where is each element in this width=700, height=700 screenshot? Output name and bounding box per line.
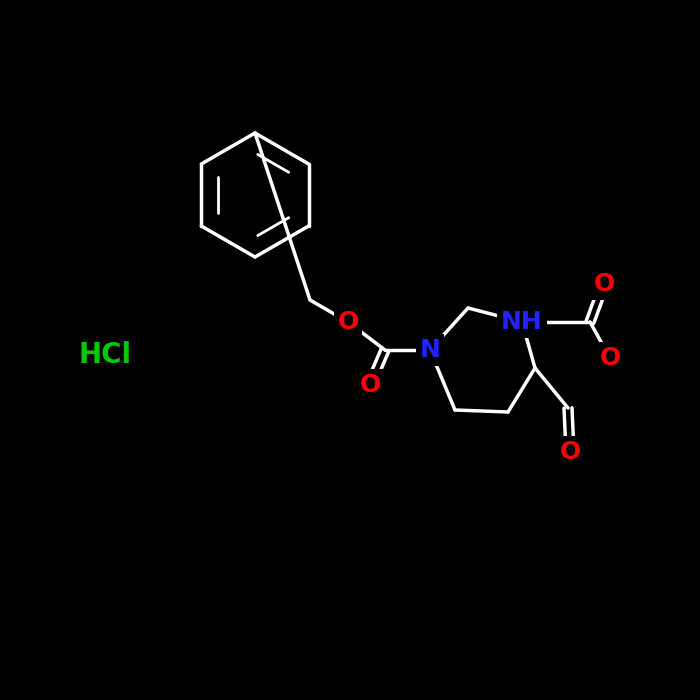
Text: N: N	[419, 338, 440, 362]
Text: HCl: HCl	[78, 341, 132, 369]
Text: NH: NH	[501, 310, 543, 334]
Text: O: O	[359, 373, 381, 397]
Text: O: O	[599, 346, 621, 370]
Text: O: O	[594, 272, 615, 296]
Text: O: O	[337, 310, 358, 334]
Text: O: O	[559, 440, 580, 464]
